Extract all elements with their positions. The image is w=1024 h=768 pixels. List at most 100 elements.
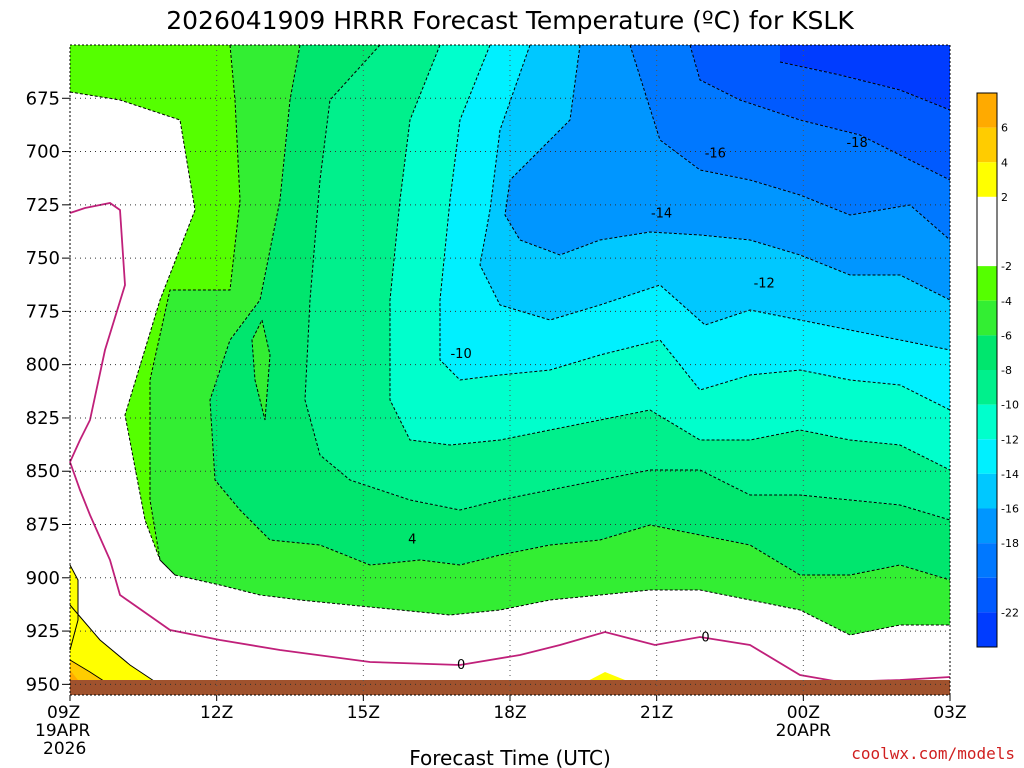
colorbar-band xyxy=(977,196,997,267)
y-tick-label: 775 xyxy=(26,301,60,322)
contour-label: 4 xyxy=(408,532,416,547)
band-cold-8 xyxy=(305,45,950,520)
freezing-line-main xyxy=(69,461,951,683)
colorbar: 6 4 2 -2 -4 -6 -8 -10 -12 -14 -16 -18 -22 xyxy=(976,92,1019,648)
x-tick-label: 21Z xyxy=(640,703,673,723)
credit-text: coolwx.com/models xyxy=(851,744,1015,763)
colorbar-band xyxy=(977,612,997,647)
colorbar-label: -2 xyxy=(1001,260,1012,273)
isotherm-line-minus14 xyxy=(479,44,951,351)
y-tick-label: 725 xyxy=(26,195,60,216)
colorbar-frame xyxy=(976,92,998,648)
x-tick-label: 00Z xyxy=(787,703,820,723)
colorbar-label: 6 xyxy=(1001,122,1008,135)
colorbar-label: 4 xyxy=(1001,156,1008,169)
colorbar-label: -4 xyxy=(1001,295,1012,308)
isotherm-line-minus20 xyxy=(689,44,951,181)
colorbar-band xyxy=(977,508,997,544)
grid-lines xyxy=(70,45,950,695)
colorbar-label: -14 xyxy=(1001,468,1019,481)
band-cold-16 xyxy=(505,45,950,300)
isotherm-line-minus2 xyxy=(69,91,196,576)
y-tick-label: 800 xyxy=(26,355,60,376)
band-cold-10 xyxy=(390,45,950,470)
band-cold-14 xyxy=(480,45,950,350)
colorbar-label: 2 xyxy=(1001,191,1008,204)
colorbar-label: -16 xyxy=(1001,503,1019,516)
x-tick-label: 03Z xyxy=(933,703,966,723)
colorbar-label: -18 xyxy=(1001,537,1019,550)
band-cold-20 xyxy=(690,45,950,180)
colorbar-band xyxy=(977,93,997,128)
y-tick-label: 850 xyxy=(26,461,60,482)
colorbar-label: -10 xyxy=(1001,399,1019,412)
contour-label: 0 xyxy=(457,658,465,673)
isotherm-line-minus8 xyxy=(304,44,951,521)
colorbar-band xyxy=(977,266,997,301)
colorbar-band xyxy=(977,404,997,440)
isotherm-line-plus2b xyxy=(69,604,161,686)
band-cold-2 xyxy=(70,45,950,635)
y-tick-label: 825 xyxy=(26,408,60,429)
y-tick-label: 700 xyxy=(26,142,60,163)
isotherm-line-minus16 xyxy=(504,44,951,301)
y-tick-label: 925 xyxy=(26,621,60,642)
isotherm-line-minus4 xyxy=(149,44,950,636)
x-tick-label: 18Z xyxy=(493,703,526,723)
colorbar-band xyxy=(977,543,997,578)
colorbar-label: -12 xyxy=(1001,433,1019,446)
band-cold-22 xyxy=(780,45,950,110)
freezing-line-upper xyxy=(69,202,126,463)
y-tick-label: 675 xyxy=(26,88,60,109)
contour-label: -10 xyxy=(450,347,471,362)
y-tick-label: 750 xyxy=(26,248,60,269)
freezing-lines xyxy=(69,202,951,683)
colorbar-band xyxy=(977,439,997,474)
y-tick-label: 950 xyxy=(26,674,60,695)
isotherm-line-pocket xyxy=(251,318,271,421)
isotherm-line-minus18 xyxy=(629,44,951,241)
colorbar-band xyxy=(977,300,997,336)
x-tick-date: 19APR xyxy=(35,721,91,741)
band-cold-6 xyxy=(210,45,950,580)
colorbar-label: -8 xyxy=(1001,364,1012,377)
contour-label: -12 xyxy=(754,277,775,292)
y-tick-label: 875 xyxy=(26,515,60,536)
band-warm-2 xyxy=(70,565,630,685)
band-cold-18 xyxy=(630,45,950,240)
contour-label: -18 xyxy=(846,136,867,151)
contour-labels: -18 -16 -14 -12 -10 4 0 0 xyxy=(408,136,868,673)
x-axis-label: Forecast Time (UTC) xyxy=(409,746,611,768)
colorbar-band xyxy=(977,162,997,197)
isotherm-line-plus2 xyxy=(69,564,79,651)
x-tick-label: 09Z xyxy=(47,703,80,723)
isotherm-line-minus6 xyxy=(209,44,951,581)
x-tick-label: 12Z xyxy=(200,703,233,723)
isotherm-line-minus22 xyxy=(779,61,951,111)
x-tick-year: 2026 xyxy=(43,739,86,759)
colorbar-band xyxy=(977,370,997,405)
x-tick-label: 15Z xyxy=(347,703,380,723)
band-cold-12 xyxy=(440,45,950,410)
contour-label: -14 xyxy=(651,206,672,221)
y-axis: 675 700 725 750 775 800 825 850 875 900 925 950 xyxy=(26,88,70,695)
contour-label: 0 xyxy=(701,630,709,645)
isotherm-lines xyxy=(69,44,951,636)
colorbar-band xyxy=(977,577,997,613)
colorbar-band xyxy=(977,127,997,163)
plot-area: -18 -16 -14 -12 -10 4 0 0 xyxy=(69,44,951,696)
colorbar-band xyxy=(977,335,997,370)
isotherm-line-minus10 xyxy=(389,44,951,471)
ground-layer xyxy=(70,680,950,695)
isotherm-line-minus12 xyxy=(439,44,951,411)
x-tick-date: 20APR xyxy=(776,721,832,741)
band-cold-4 xyxy=(150,45,950,635)
colorbar-label: -6 xyxy=(1001,329,1012,342)
chart-title: 2026041909 HRRR Forecast Temperature (ºC… xyxy=(166,6,854,35)
colorbar-band xyxy=(977,473,997,509)
colorbar-label: -22 xyxy=(1001,606,1019,619)
band-cold-4-pocket xyxy=(252,320,270,420)
contour-label: -16 xyxy=(705,147,726,162)
